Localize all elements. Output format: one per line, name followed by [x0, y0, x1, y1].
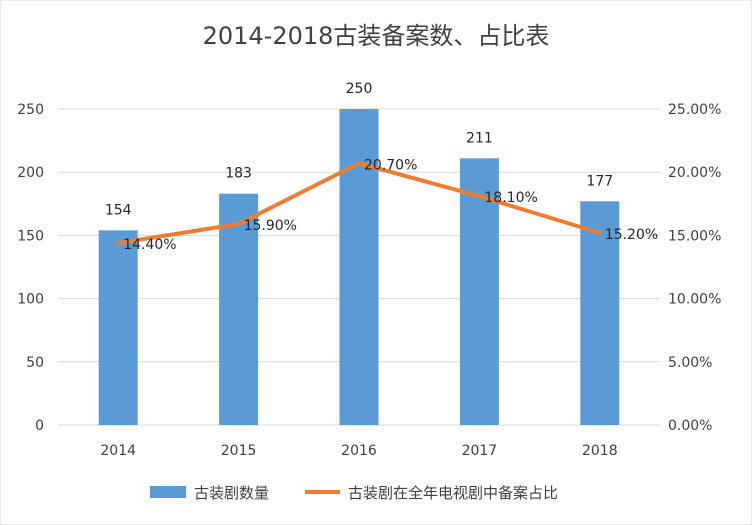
right-tick-label: 10.00%: [668, 292, 721, 308]
line-data-label: 18.10%: [484, 190, 537, 206]
right-tick-label: 20.00%: [668, 165, 721, 181]
line-data-label: 15.90%: [244, 218, 297, 234]
left-axis: 0 50 100 150 200 250: [17, 102, 44, 434]
legend: 古装剧数量 古装剧在全年电视剧中备案占比: [150, 484, 558, 502]
left-tick-label: 250: [17, 102, 44, 118]
left-tick-label: 150: [17, 228, 44, 244]
left-tick-label: 100: [17, 292, 44, 308]
bar-series: [98, 109, 620, 425]
right-tick-label: 25.00%: [668, 102, 721, 118]
legend-bar-label: 古装剧数量: [194, 484, 269, 502]
x-tick-label: 2017: [462, 443, 498, 459]
bar-data-label: 177: [586, 173, 613, 189]
bar-data-label: 183: [225, 166, 252, 182]
legend-line-label: 古装剧在全年电视剧中备案占比: [348, 484, 558, 502]
left-tick-label: 200: [17, 165, 44, 181]
line-series: [116, 161, 602, 245]
x-tick-label: 2018: [582, 443, 618, 459]
bar-data-labels: 154 183 250 211 177: [105, 81, 613, 218]
x-tick-label: 2014: [100, 443, 136, 459]
right-tick-label: 0.00%: [668, 418, 712, 434]
chart-title: 2014-2018古装备案数、占比表: [203, 22, 550, 50]
line-path: [116, 161, 602, 245]
bar-data-label: 250: [346, 81, 373, 97]
left-tick-label: 0: [35, 418, 44, 434]
bar: [580, 201, 620, 425]
x-axis: 2014 2015 2016 2017 2018: [100, 443, 617, 459]
line-data-labels: 14.40% 15.90% 20.70% 18.10% 15.20%: [123, 157, 658, 253]
line-data-label: 20.70%: [364, 157, 417, 173]
left-tick-label: 50: [26, 355, 44, 371]
bar: [219, 193, 259, 425]
bar: [459, 158, 499, 425]
x-tick-label: 2015: [221, 443, 257, 459]
right-tick-label: 15.00%: [668, 228, 721, 244]
right-axis: 0.00% 5.00% 10.00% 15.00% 20.00% 25.00%: [668, 102, 721, 434]
x-tick-label: 2016: [341, 443, 377, 459]
bar-data-label: 211: [466, 130, 493, 146]
legend-bar-swatch: [150, 486, 186, 498]
line-data-label: 14.40%: [123, 237, 176, 253]
bar-data-label: 154: [105, 202, 132, 218]
right-tick-label: 5.00%: [668, 355, 712, 371]
bar: [98, 230, 138, 425]
line-data-label: 15.20%: [605, 227, 658, 243]
